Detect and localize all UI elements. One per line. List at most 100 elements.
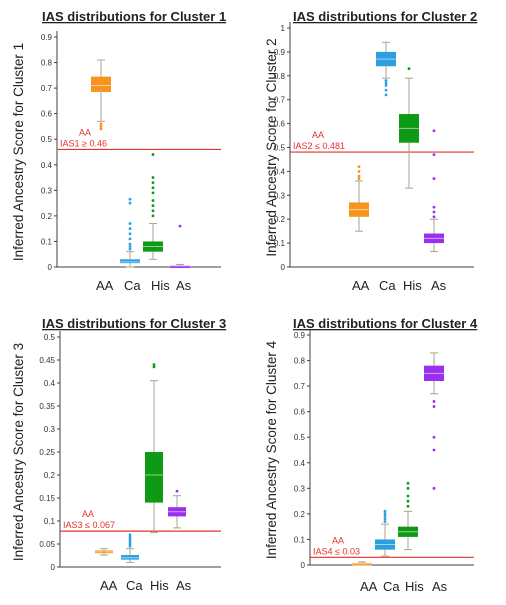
y-tick-label: 0.4 <box>274 167 286 176</box>
outlier-point <box>151 214 155 218</box>
outlier-point <box>99 122 103 126</box>
threshold-label-rule: IAS4 ≤ 0.03 <box>313 546 360 556</box>
outlier-point <box>128 535 132 539</box>
x-category-label: As <box>176 278 192 293</box>
outlier-point <box>128 232 132 236</box>
box-plot-svg: IAS distributions for Cluster 3 Inferred … <box>11 316 226 593</box>
y-axis-label: Inferred Ancestry Score for Cluster 4 <box>264 340 279 559</box>
outlier-point <box>152 365 156 369</box>
box-aa <box>352 561 372 566</box>
outlier-point <box>432 210 436 214</box>
x-category-label: Ca <box>124 278 141 293</box>
outlier-point <box>357 165 361 169</box>
y-tick-label: 0.2 <box>44 471 56 480</box>
outlier-point <box>128 197 132 201</box>
threshold-label-rule: IAS3 ≤ 0.067 <box>63 520 115 530</box>
outlier-point <box>151 204 155 208</box>
chart-panel-cluster-1: IAS distributions for Cluster 1 Inferred … <box>0 0 253 293</box>
y-tick-label: 0.8 <box>274 72 286 81</box>
y-tick-label: 0 <box>301 561 306 570</box>
y-tick-label: 0.25 <box>39 448 55 457</box>
box-as <box>170 224 190 268</box>
outlier-point <box>432 448 436 452</box>
x-category-label: AA <box>352 278 370 293</box>
outlier-point <box>151 181 155 185</box>
outlier-point <box>128 542 132 546</box>
threshold-label-rule: IAS2 ≤ 0.481 <box>293 141 345 151</box>
y-tick-label: 0.4 <box>294 459 306 468</box>
box-ca <box>120 197 140 268</box>
outlier-point <box>432 400 436 403</box>
y-tick-label: 1 <box>281 24 286 33</box>
outlier-point <box>407 67 411 71</box>
chart-title: IAS distributions for Cluster 4 <box>293 316 478 331</box>
outlier-point <box>128 201 132 205</box>
y-tick-label: 0.3 <box>274 191 286 200</box>
y-tick-label: 0.1 <box>41 237 53 246</box>
threshold-label-group: AA <box>312 130 324 140</box>
outlier-point <box>384 83 388 87</box>
x-category-label: As <box>432 579 448 594</box>
y-tick-label: 0.3 <box>41 186 53 195</box>
y-tick-label: 0.1 <box>44 517 56 526</box>
outlier-point <box>128 540 132 544</box>
y-tick-label: 0.2 <box>41 212 53 221</box>
box-body <box>91 76 111 92</box>
chart-panel-cluster-2: IAS distributions for Cluster 2 Inferred … <box>253 0 506 293</box>
outlier-point <box>383 517 387 521</box>
outlier-point <box>128 237 132 241</box>
y-tick-label: 0.9 <box>294 331 306 340</box>
y-tick-label: 0.2 <box>294 510 306 519</box>
threshold-label-rule: IAS1 ≥ 0.46 <box>60 138 107 148</box>
outlier-point <box>128 544 132 548</box>
outlier-point <box>357 174 361 178</box>
outlier-point <box>128 247 132 251</box>
y-tick-label: 0 <box>281 263 286 272</box>
chart-panel-cluster-3: IAS distributions for Cluster 3 Inferred … <box>0 305 253 605</box>
outlier-point <box>406 504 410 508</box>
outlier-point <box>99 127 103 131</box>
x-category-label: Ca <box>383 579 400 594</box>
box-aa <box>95 548 113 556</box>
y-tick-label: 0.6 <box>274 120 286 129</box>
outlier-point <box>432 405 436 408</box>
outlier-point <box>383 509 387 513</box>
box-aa <box>91 59 111 131</box>
x-category-label: AA <box>100 578 118 593</box>
box-ca <box>375 509 395 557</box>
y-tick-label: 0 <box>51 563 56 572</box>
outlier-point <box>383 520 387 523</box>
x-category-label: His <box>403 278 422 293</box>
x-category-label: AA <box>96 278 114 293</box>
y-tick-label: 0 <box>48 263 53 272</box>
outlier-point <box>384 79 388 82</box>
outlier-point <box>432 435 436 439</box>
box-aa <box>349 165 369 232</box>
x-category-label: As <box>431 278 447 293</box>
outlier-point <box>178 224 182 228</box>
y-tick-label: 0.9 <box>274 48 286 57</box>
outlier-point <box>151 153 155 156</box>
outlier-point <box>99 125 103 128</box>
box-ca <box>376 41 396 97</box>
outlier-point <box>151 186 155 190</box>
y-tick-label: 0.7 <box>274 96 286 105</box>
outlier-point <box>384 93 388 97</box>
y-tick-label: 0.5 <box>274 144 286 153</box>
chart-title: IAS distributions for Cluster 2 <box>293 9 477 24</box>
box-as <box>424 129 444 252</box>
box-plot-svg: IAS distributions for Cluster 1 Inferred … <box>11 9 226 293</box>
y-tick-label: 0.9 <box>41 33 53 42</box>
chart-title: IAS distributions for Cluster 1 <box>42 9 226 24</box>
y-axis-label: Inferred Ancestry Score for Cluster 3 <box>11 343 26 561</box>
outlier-point <box>432 129 436 133</box>
y-tick-label: 0.7 <box>41 84 53 93</box>
outlier-point <box>432 486 436 490</box>
outlier-point <box>406 494 410 498</box>
y-tick-label: 0.6 <box>41 110 53 119</box>
box-his <box>398 481 418 551</box>
outlier-point <box>151 191 155 195</box>
x-category-label: As <box>176 578 192 593</box>
y-tick-label: 0.6 <box>294 408 306 417</box>
box-body <box>145 452 163 503</box>
